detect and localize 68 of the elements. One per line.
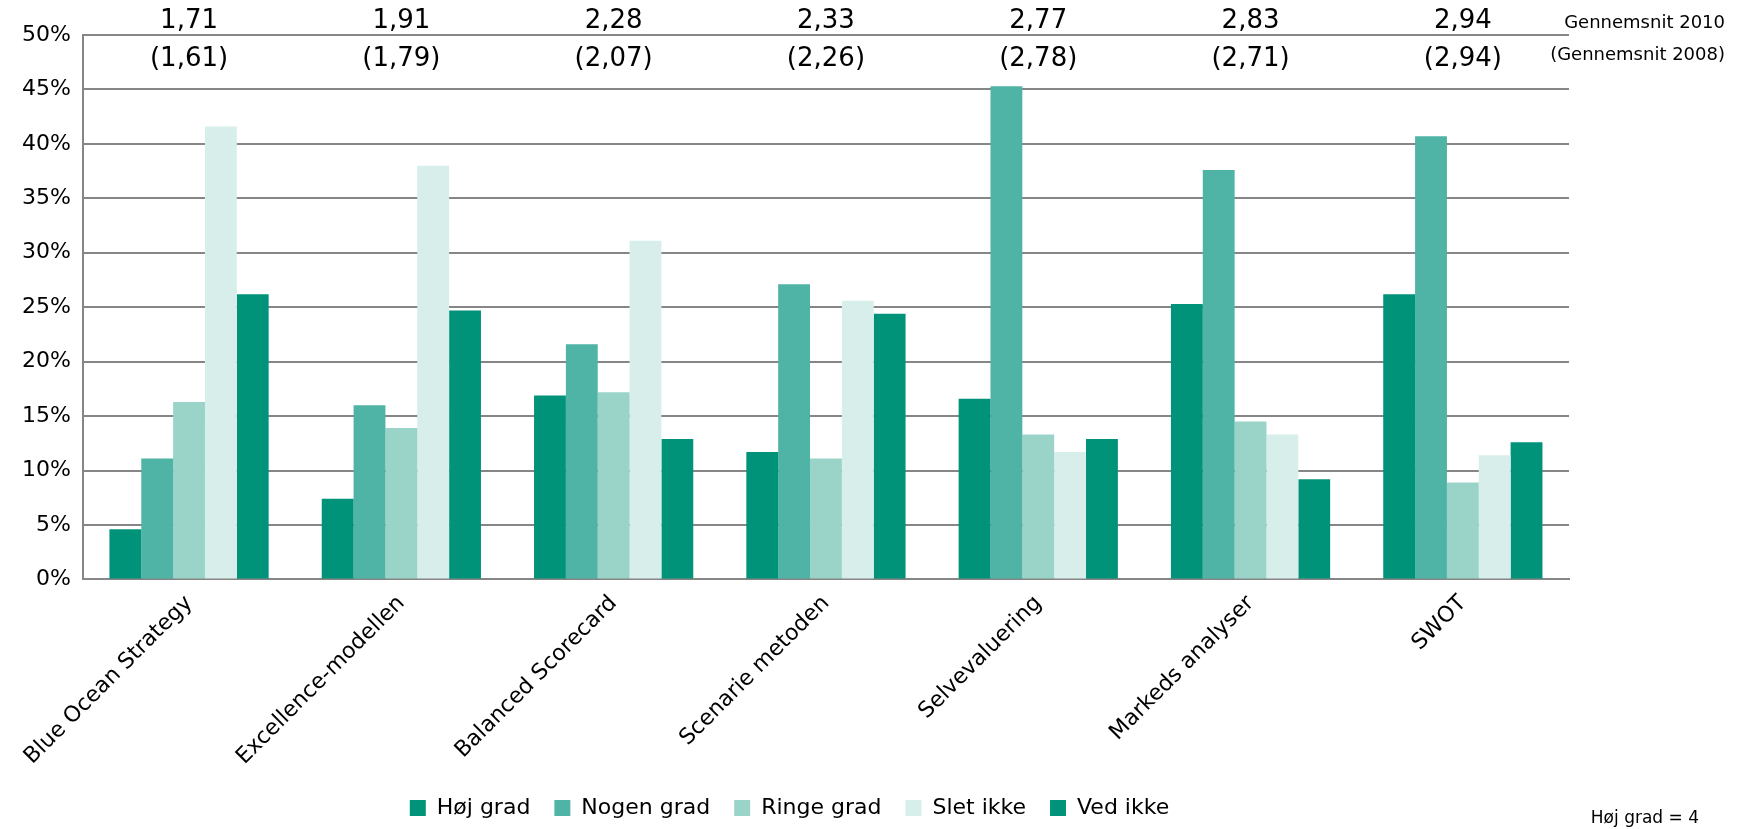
bar (990, 86, 1023, 579)
bar (1054, 452, 1087, 579)
annotation: (2,07) (574, 41, 653, 72)
bar (565, 344, 598, 579)
bar (417, 165, 450, 579)
bar (661, 438, 694, 579)
annotation: (Gennemsnit 2008) (1550, 42, 1725, 64)
annotation: (2,71) (1211, 41, 1290, 72)
text: Gennemsnit 2010 (1564, 10, 1725, 32)
bar (109, 529, 142, 579)
y-tick-label: 45% (21, 75, 71, 101)
y-tick-label: 40% (21, 129, 71, 155)
bar (534, 395, 566, 579)
y-tick-label: 0% (35, 565, 71, 591)
text: 2,77 (1009, 3, 1068, 34)
bar (746, 452, 779, 579)
bar (385, 428, 418, 579)
bar (321, 498, 354, 579)
bar (958, 398, 991, 579)
annotation: (2,78) (999, 41, 1078, 72)
bar (597, 392, 630, 579)
annotation: (2,94) (1423, 41, 1502, 72)
legend-label: Høj grad (436, 793, 531, 819)
bar (1446, 482, 1479, 579)
bar (1510, 442, 1543, 579)
annotation: (1,79) (362, 41, 441, 72)
bar (1478, 455, 1511, 579)
bar (1266, 434, 1299, 579)
bar (1022, 434, 1055, 579)
legend-label: Ringe grad (761, 793, 882, 819)
y-tick-label: 50% (21, 20, 71, 46)
annotation: (1,61) (149, 41, 229, 72)
bar (1383, 294, 1416, 579)
bar (204, 126, 237, 579)
annotation: (2,26) (786, 41, 866, 72)
text: 2,83 (1221, 3, 1280, 34)
legend-label: Ved ikke (1077, 793, 1170, 819)
text: 1,91 (372, 3, 431, 34)
bar (1086, 438, 1118, 579)
bar (1298, 479, 1331, 579)
bar (629, 240, 662, 579)
y-tick-label: 10% (21, 456, 71, 482)
legend-label: Nogen grad (581, 793, 711, 819)
y-tick-label: 35% (21, 184, 71, 210)
text: Høj grad = 4 (1590, 807, 1699, 828)
bar (841, 300, 874, 579)
bar (778, 284, 811, 579)
text: 2,33 (797, 3, 855, 34)
bar (353, 405, 386, 579)
text: 2,28 (584, 3, 643, 34)
bar (449, 310, 481, 579)
text: 1,71 (160, 3, 218, 34)
bar (1202, 170, 1235, 579)
bar (1234, 421, 1267, 579)
y-tick-label: 5% (35, 510, 71, 536)
bar (173, 401, 205, 579)
bar (873, 313, 906, 579)
bar (810, 458, 842, 579)
bar (141, 458, 174, 579)
bar (1170, 303, 1203, 579)
bar (1415, 136, 1447, 579)
y-tick-label: 25% (21, 292, 71, 318)
legend-label: Slet ikke (932, 793, 1027, 819)
bar (236, 294, 269, 579)
text: 2,94 (1433, 3, 1492, 34)
y-tick-label: 20% (21, 347, 71, 373)
y-tick-label: 15% (21, 401, 71, 427)
y-tick-label: 30% (21, 238, 71, 264)
